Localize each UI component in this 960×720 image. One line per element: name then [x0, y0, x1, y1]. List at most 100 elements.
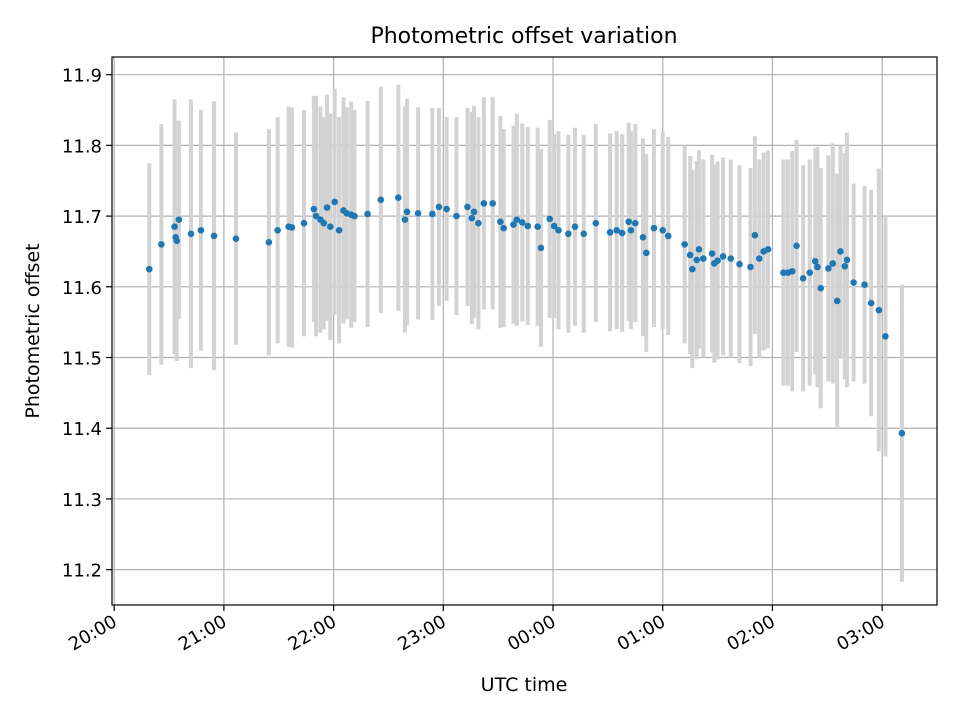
data-point	[736, 260, 743, 268]
data-point	[146, 265, 153, 273]
x-axis-label: UTC time	[481, 674, 568, 696]
data-point	[843, 256, 851, 264]
data-point	[618, 229, 626, 237]
data-point	[395, 194, 402, 202]
data-point	[500, 224, 507, 232]
data-point	[811, 258, 819, 265]
data-point	[571, 223, 579, 231]
data-point	[650, 224, 658, 232]
data-point	[534, 223, 541, 231]
data-point	[274, 226, 281, 234]
data-point	[351, 212, 358, 220]
data-point	[642, 249, 650, 257]
data-point	[555, 226, 562, 234]
data-point	[817, 284, 825, 292]
y-tick-label: 11.7	[62, 207, 102, 228]
data-point	[627, 226, 635, 234]
data-point	[606, 229, 614, 236]
data-point	[882, 333, 889, 340]
data-point	[197, 226, 205, 234]
data-point	[700, 255, 707, 262]
data-point	[686, 251, 694, 259]
data-point	[171, 223, 178, 231]
data-point	[435, 203, 443, 211]
data-point	[443, 205, 450, 213]
data-point	[613, 226, 620, 234]
data-point	[210, 232, 218, 240]
y-axis-label: Photometric offset	[22, 243, 44, 418]
data-point	[719, 253, 727, 260]
data-point	[453, 212, 460, 220]
data-point	[806, 269, 814, 276]
data-point	[475, 219, 482, 227]
data-point	[335, 226, 343, 234]
data-point	[510, 221, 517, 228]
data-point	[546, 215, 554, 223]
y-tick-label: 11.2	[62, 561, 102, 582]
data-point	[751, 231, 759, 239]
data-point	[833, 297, 841, 305]
y-tick-label: 11.4	[62, 419, 102, 440]
data-point	[489, 200, 496, 207]
data-point	[288, 224, 296, 231]
data-point	[232, 235, 240, 243]
plot-frame	[111, 56, 938, 606]
data-point	[814, 263, 821, 271]
y-tick-label: 11.6	[62, 278, 102, 299]
data-point	[747, 263, 754, 271]
data-point	[681, 241, 688, 248]
data-point	[310, 205, 318, 213]
data-point	[187, 230, 195, 238]
data-point	[788, 267, 796, 275]
data-point	[861, 281, 868, 288]
data-point	[403, 208, 411, 216]
data-point	[468, 214, 476, 222]
data-point	[513, 216, 521, 223]
data-point	[793, 242, 800, 250]
data-point	[764, 246, 772, 253]
data-point	[829, 260, 837, 267]
chart-title: Photometric offset variation	[370, 24, 677, 49]
data-point	[300, 219, 308, 227]
data-point	[470, 208, 478, 216]
data-point	[565, 230, 572, 238]
data-point	[875, 306, 883, 314]
data-point	[158, 241, 165, 248]
y-tick-label: 11.5	[62, 349, 102, 370]
data-point	[695, 246, 703, 253]
data-point	[659, 226, 667, 234]
data-point	[331, 198, 339, 206]
data-point	[312, 212, 320, 220]
data-point	[414, 209, 422, 217]
y-tick-label: 11.8	[62, 136, 102, 157]
data-point	[714, 257, 721, 264]
data-point	[850, 279, 857, 286]
data-point	[727, 255, 735, 262]
data-points	[146, 194, 906, 437]
data-point	[327, 223, 334, 231]
data-point	[580, 230, 588, 238]
data-point	[480, 200, 488, 207]
data-point	[265, 238, 273, 246]
data-point	[464, 203, 471, 211]
data-point	[632, 219, 639, 227]
grid-lines	[112, 57, 937, 605]
data-point	[175, 216, 183, 223]
data-point	[592, 219, 600, 227]
data-point	[639, 234, 647, 241]
data-point	[755, 255, 763, 262]
data-point	[429, 210, 436, 218]
data-point	[841, 263, 849, 270]
data-point	[550, 222, 558, 230]
data-point	[708, 250, 716, 257]
data-point	[519, 219, 526, 226]
y-axis-ticks: 11.2 11.3 11.4 11.5 11.6 11.7 11.8 11.9	[62, 66, 112, 582]
data-point	[537, 244, 545, 252]
data-point	[867, 299, 875, 307]
data-point	[524, 222, 532, 230]
data-point	[173, 237, 181, 245]
data-point	[664, 232, 672, 240]
data-point	[377, 196, 385, 204]
y-tick-label: 11.9	[62, 66, 102, 87]
